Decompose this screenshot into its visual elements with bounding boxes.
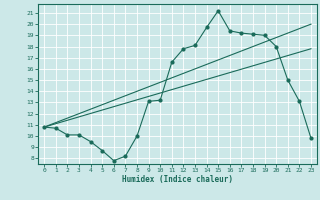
X-axis label: Humidex (Indice chaleur): Humidex (Indice chaleur) xyxy=(122,175,233,184)
